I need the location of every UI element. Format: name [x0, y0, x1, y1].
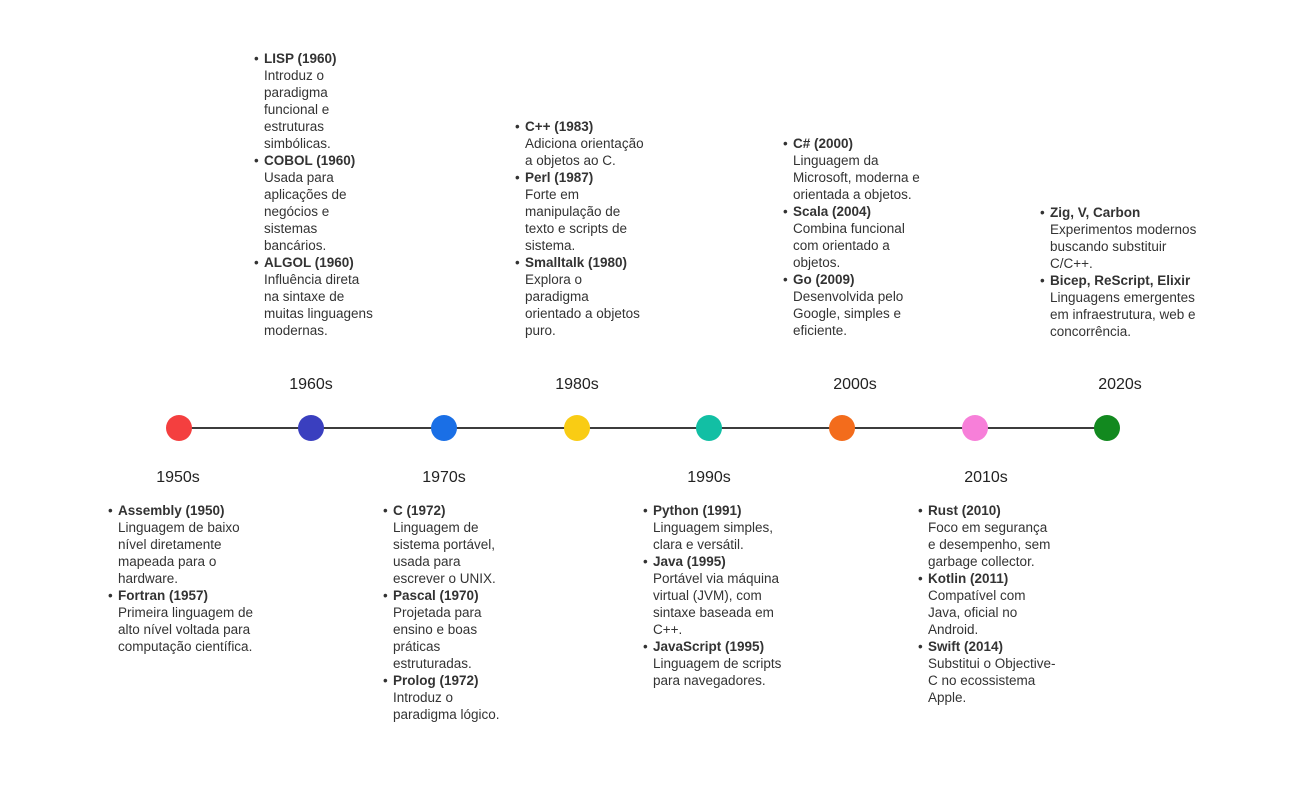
decade-label-1960s: 1960s	[289, 376, 333, 393]
event-title: Perl (1987)	[525, 170, 594, 185]
event-title: Kotlin (2011)	[928, 571, 1009, 586]
event-item: Scala (2004) Combina funcional com orien…	[783, 203, 923, 271]
events-1990s: Python (1991) Linguagem simples, clara e…	[643, 502, 783, 689]
event-title: Pascal (1970)	[393, 588, 479, 603]
event-title: Fortran (1957)	[118, 588, 209, 603]
event-description: Influência direta na sintaxe de muitas l…	[264, 272, 373, 338]
events-1960s: LISP (1960) Introduz o paradigma funcion…	[254, 50, 374, 339]
event-description: Combina funcional com orientado a objeto…	[793, 221, 905, 270]
timeline-dot-2010s	[962, 415, 988, 441]
event-item: Prolog (1972) Introduz o paradigma lógic…	[383, 672, 513, 723]
event-title: Zig, V, Carbon	[1050, 205, 1141, 220]
event-title: LISP (1960)	[264, 51, 337, 66]
event-title: Python (1991)	[653, 503, 742, 518]
event-description: Linguagem simples, clara e versátil.	[653, 520, 774, 552]
event-item: ALGOL (1960) Influência direta na sintax…	[254, 254, 374, 339]
timeline-dot-1960s	[298, 415, 324, 441]
event-item: Kotlin (2011) Compatível com Java, ofici…	[918, 570, 1058, 638]
event-title: Bicep, ReScript, Elixir	[1050, 273, 1191, 288]
event-item: LISP (1960) Introduz o paradigma funcion…	[254, 50, 374, 152]
timeline-dot-1970s	[431, 415, 457, 441]
event-description: Desenvolvida pelo Google, simples e efic…	[793, 289, 904, 338]
event-title: C (1972)	[393, 503, 446, 518]
event-item: JavaScript (1995) Linguagem de scripts p…	[643, 638, 783, 689]
event-title: C++ (1983)	[525, 119, 594, 134]
event-title: Go (2009)	[793, 272, 855, 287]
event-title: ALGOL (1960)	[264, 255, 354, 270]
event-description: Linguagem da Microsoft, moderna e orient…	[793, 153, 920, 202]
decade-label-2010s: 2010s	[964, 469, 1008, 486]
event-title: Assembly (1950)	[118, 503, 225, 518]
events-1950s: Assembly (1950) Linguagem de baixo nível…	[108, 502, 258, 655]
events-1980s: C++ (1983) Adiciona orientação a objetos…	[515, 118, 645, 339]
event-description: Adiciona orientação a objetos ao C.	[525, 136, 644, 168]
event-description: Usada para aplicações de negócios e sist…	[264, 170, 347, 253]
event-item: Pascal (1970) Projetada para ensino e bo…	[383, 587, 513, 672]
timeline-dot-2020s	[1094, 415, 1120, 441]
event-description: Introduz o paradigma funcional e estrutu…	[264, 68, 331, 151]
event-description: Foco em segurança e desempenho, sem garb…	[928, 520, 1051, 569]
events-2020s: Zig, V, Carbon Experimentos modernos bus…	[1040, 204, 1200, 340]
event-description: Linguagem de sistema portável, usada par…	[393, 520, 496, 586]
events-2010s: Rust (2010) Foco em segurança e desempen…	[918, 502, 1058, 706]
event-item: Rust (2010) Foco em segurança e desempen…	[918, 502, 1058, 570]
timeline-dot-1980s	[564, 415, 590, 441]
event-description: Substitui o Objective-C no ecossistema A…	[928, 656, 1056, 705]
event-title: Java (1995)	[653, 554, 726, 569]
event-item: Fortran (1957) Primeira linguagem de alt…	[108, 587, 258, 655]
event-description: Introduz o paradigma lógico.	[393, 690, 500, 722]
event-title: COBOL (1960)	[264, 153, 356, 168]
event-item: Zig, V, Carbon Experimentos modernos bus…	[1040, 204, 1200, 272]
event-item: Swift (2014) Substitui o Objective-C no …	[918, 638, 1058, 706]
event-description: Experimentos modernos buscando substitui…	[1050, 222, 1197, 271]
event-item: Assembly (1950) Linguagem de baixo nível…	[108, 502, 258, 587]
event-title: C# (2000)	[793, 136, 854, 151]
event-item: COBOL (1960) Usada para aplicações de ne…	[254, 152, 374, 254]
event-description: Linguagens emergentes em infraestrutura,…	[1050, 290, 1196, 339]
timeline-dot-2000s	[829, 415, 855, 441]
event-title: Prolog (1972)	[393, 673, 479, 688]
event-description: Projetada para ensino e boas práticas es…	[393, 605, 482, 671]
event-description: Compatível com Java, oficial no Android.	[928, 588, 1026, 637]
decade-label-1970s: 1970s	[422, 469, 466, 486]
event-item: C++ (1983) Adiciona orientação a objetos…	[515, 118, 645, 169]
event-item: Smalltalk (1980) Explora o paradigma ori…	[515, 254, 645, 339]
event-title: JavaScript (1995)	[653, 639, 765, 654]
decade-label-1950s: 1950s	[156, 469, 200, 486]
timeline-dot-1990s	[696, 415, 722, 441]
event-description: Explora o paradigma orientado a objetos …	[525, 272, 640, 338]
decade-label-2020s: 2020s	[1098, 376, 1142, 393]
events-2000s: C# (2000) Linguagem da Microsoft, modern…	[783, 135, 923, 339]
event-item: Perl (1987) Forte em manipulação de text…	[515, 169, 645, 254]
decade-label-1980s: 1980s	[555, 376, 599, 393]
decade-label-2000s: 2000s	[833, 376, 877, 393]
event-item: Python (1991) Linguagem simples, clara e…	[643, 502, 783, 553]
event-description: Portável via máquina virtual (JVM), com …	[653, 571, 780, 637]
decade-label-1990s: 1990s	[687, 469, 731, 486]
timeline-dot-1950s	[166, 415, 192, 441]
event-description: Primeira linguagem de alto nível voltada…	[118, 605, 254, 654]
event-item: Java (1995) Portável via máquina virtual…	[643, 553, 783, 638]
event-item: C (1972) Linguagem de sistema portável, …	[383, 502, 513, 587]
timeline-axis	[178, 427, 1108, 429]
event-title: Swift (2014)	[928, 639, 1004, 654]
event-description: Forte em manipulação de texto e scripts …	[525, 187, 628, 253]
event-description: Linguagem de baixo nível diretamente map…	[118, 520, 240, 586]
event-item: Go (2009) Desenvolvida pelo Google, simp…	[783, 271, 923, 339]
event-title: Rust (2010)	[928, 503, 1001, 518]
event-item: Bicep, ReScript, Elixir Linguagens emerg…	[1040, 272, 1200, 340]
events-1970s: C (1972) Linguagem de sistema portável, …	[383, 502, 513, 723]
event-title: Scala (2004)	[793, 204, 872, 219]
event-title: Smalltalk (1980)	[525, 255, 628, 270]
event-description: Linguagem de scripts para navegadores.	[653, 656, 782, 688]
event-item: C# (2000) Linguagem da Microsoft, modern…	[783, 135, 923, 203]
